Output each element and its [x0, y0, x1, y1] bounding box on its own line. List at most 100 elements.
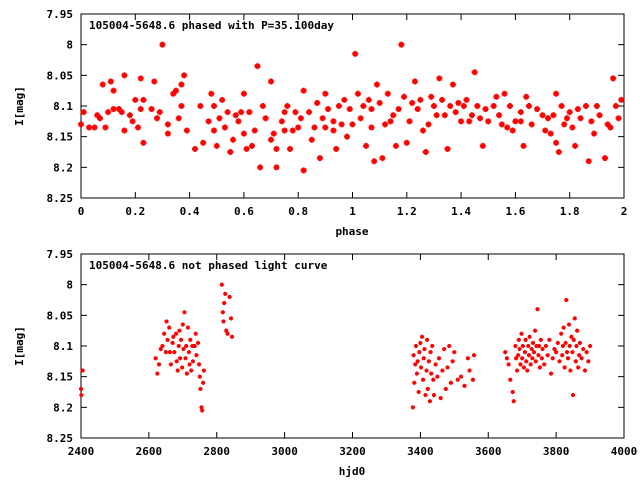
data-point — [549, 371, 554, 376]
unphased-x-axis: 2400 2600 2800 3000 3200 3400 3600 3800 4000 — [68, 254, 637, 458]
data-point — [392, 142, 399, 149]
data-point — [496, 112, 503, 119]
data-point — [211, 127, 218, 134]
data-point — [437, 356, 442, 361]
x-tick-label: 1 — [349, 205, 356, 218]
x-tick-label: 2600 — [136, 445, 163, 458]
data-point — [571, 393, 576, 398]
y-tick-label: 8.25 — [47, 432, 74, 445]
x-tick-label: 0.2 — [125, 205, 145, 218]
data-point — [368, 106, 375, 113]
data-point — [382, 121, 389, 128]
data-point — [230, 136, 237, 143]
data-point — [612, 103, 619, 109]
data-point — [417, 350, 422, 355]
data-point — [539, 356, 544, 361]
data-point — [289, 127, 296, 134]
data-point — [232, 112, 239, 119]
data-point — [190, 359, 195, 364]
data-point — [567, 344, 572, 348]
data-point — [219, 96, 226, 103]
data-point — [335, 103, 342, 109]
data-point — [561, 121, 568, 128]
data-point — [535, 307, 540, 312]
data-point — [532, 350, 537, 355]
data-point — [420, 127, 427, 134]
data-point — [97, 115, 104, 122]
data-point — [251, 127, 258, 134]
data-point — [575, 328, 580, 333]
data-point — [508, 377, 513, 382]
unphased-x-axis-label: hjd0 — [339, 465, 366, 478]
data-point — [287, 145, 294, 152]
data-point — [175, 368, 180, 373]
phased-data-points — [78, 41, 625, 174]
data-point — [235, 118, 242, 125]
data-point — [284, 103, 291, 109]
data-point — [528, 121, 535, 128]
data-point — [455, 377, 460, 382]
data-point — [444, 145, 451, 152]
data-point — [574, 106, 581, 113]
data-point — [452, 350, 457, 355]
data-point — [159, 41, 166, 48]
phased-x-axis-label: phase — [335, 225, 368, 238]
data-point — [588, 344, 593, 348]
data-point — [523, 337, 528, 342]
data-point — [520, 344, 525, 348]
data-point — [545, 353, 550, 358]
x-tick-label: 1.2 — [397, 205, 417, 218]
data-point — [530, 356, 535, 361]
data-point — [503, 350, 508, 355]
data-point — [197, 103, 204, 109]
data-point — [436, 75, 443, 82]
data-point — [129, 118, 136, 125]
data-point — [325, 106, 332, 113]
data-point — [322, 124, 329, 131]
data-point — [412, 380, 417, 385]
data-point — [537, 365, 542, 370]
data-point — [140, 96, 147, 103]
data-point — [539, 112, 546, 119]
data-point — [162, 331, 167, 336]
data-point — [170, 90, 177, 97]
data-point — [568, 368, 573, 373]
data-point — [471, 69, 478, 76]
data-point — [225, 331, 230, 336]
data-point — [421, 356, 426, 361]
data-point — [311, 124, 318, 131]
data-point — [582, 368, 587, 373]
data-point — [243, 145, 250, 152]
data-point — [610, 75, 617, 82]
data-point — [564, 350, 569, 355]
data-point — [522, 350, 527, 355]
data-point — [200, 408, 205, 413]
data-point — [99, 81, 106, 88]
data-point — [116, 106, 123, 113]
data-point — [173, 87, 180, 94]
data-point — [262, 115, 269, 122]
phased-x-axis: 0 0.2 0.4 0.6 0.8 1 1.2 1.4 1.6 1.8 2 — [78, 14, 627, 218]
data-point — [273, 164, 280, 171]
data-point — [107, 78, 114, 85]
data-point — [211, 103, 218, 109]
data-point — [526, 353, 531, 358]
data-point — [561, 325, 566, 330]
data-point — [354, 90, 361, 97]
data-point — [105, 109, 112, 116]
data-point — [205, 118, 212, 125]
data-point — [137, 106, 144, 113]
data-point — [409, 99, 416, 106]
data-point — [510, 390, 515, 394]
data-point — [177, 328, 182, 333]
data-point — [547, 130, 554, 137]
data-point — [398, 41, 405, 48]
y-tick-label: 8.05 — [47, 69, 74, 82]
data-point — [174, 331, 179, 336]
data-point — [504, 124, 511, 131]
data-point — [525, 103, 532, 109]
y-tick-label: 8.15 — [47, 131, 74, 144]
data-point — [411, 78, 418, 85]
data-point — [184, 344, 189, 348]
data-point — [519, 331, 524, 336]
